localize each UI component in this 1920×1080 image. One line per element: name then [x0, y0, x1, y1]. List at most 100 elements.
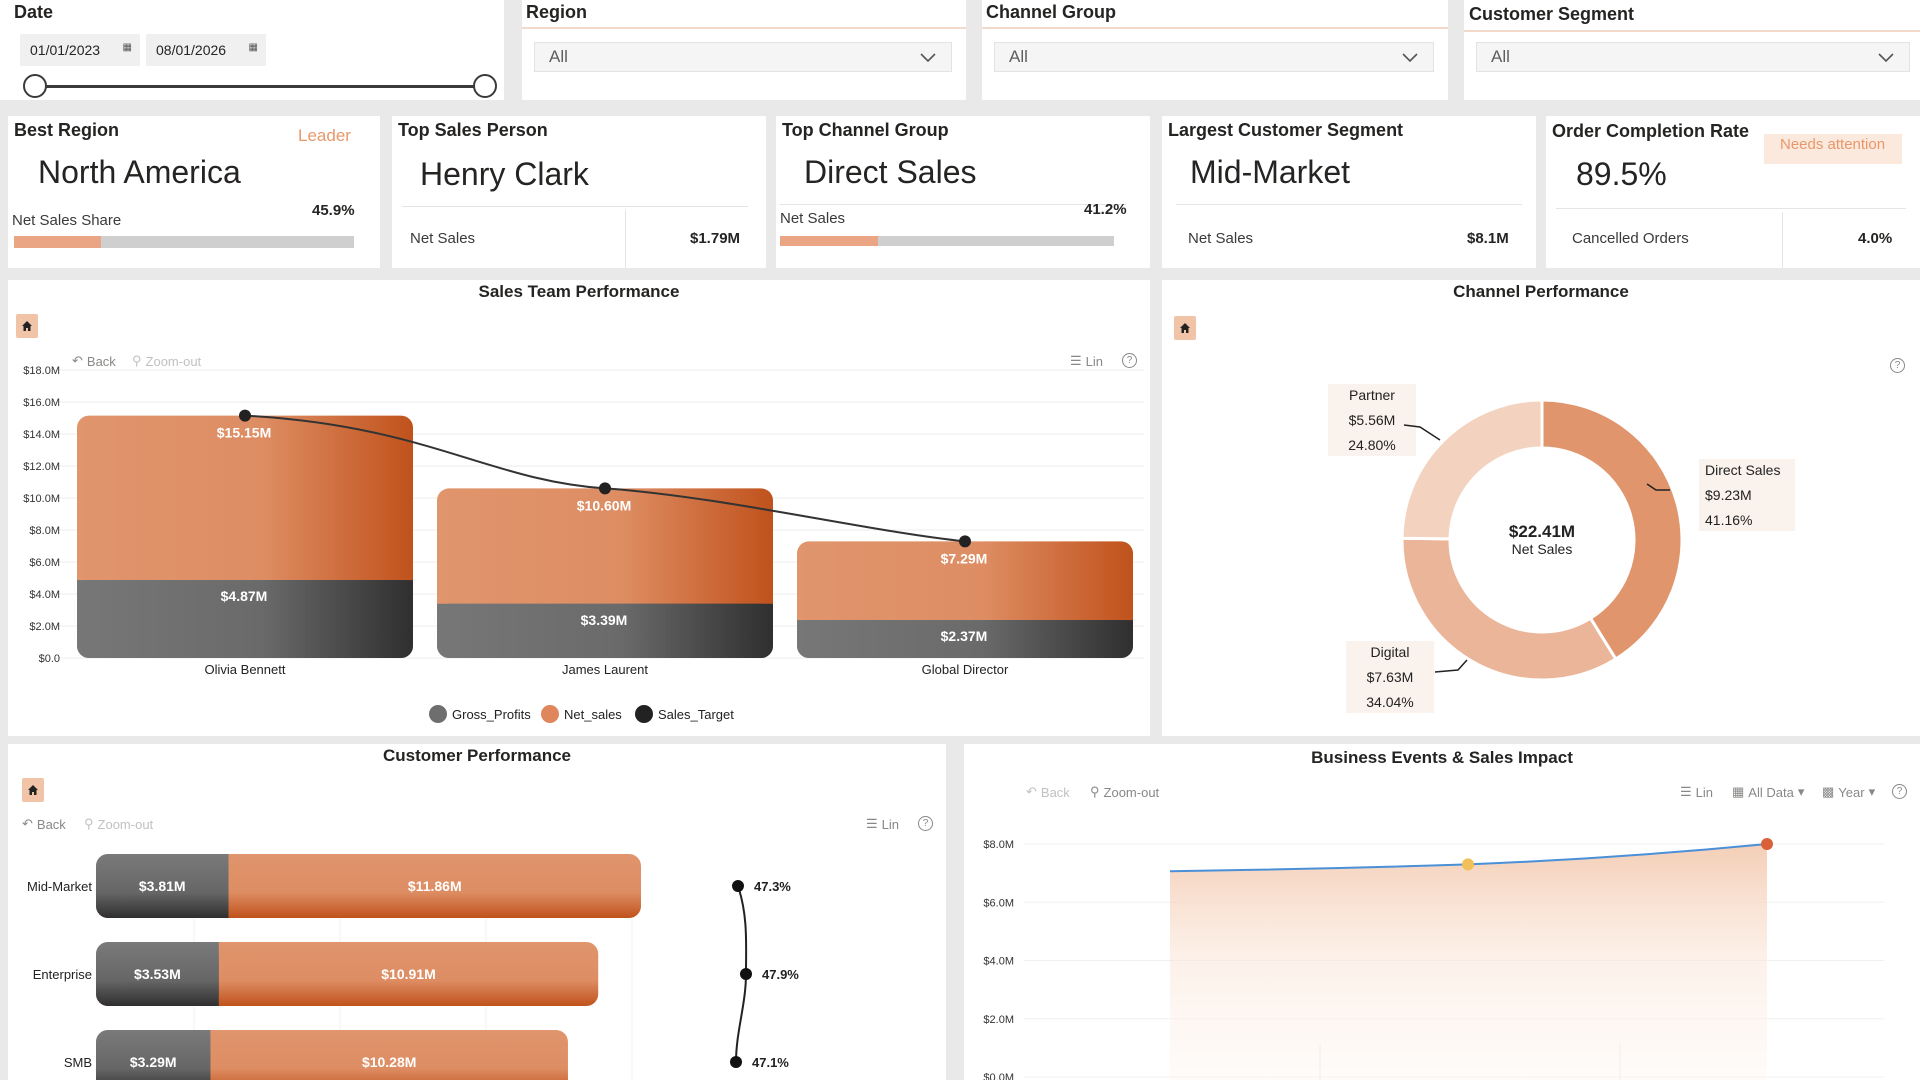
home-button[interactable] — [16, 314, 38, 338]
x-category-label: James Laurent — [562, 662, 648, 677]
y-tick-label: $2.0M — [983, 1014, 1014, 1026]
slice-label-bg — [1328, 384, 1416, 456]
divider — [982, 27, 1448, 29]
x-category-label: Global Director — [922, 662, 1009, 677]
sales-target-point — [239, 409, 251, 422]
slice-pct-label: 24.80% — [1348, 437, 1395, 453]
gross-profit-bar-edge — [196, 1030, 211, 1080]
kpi-metric-label: Net Sales — [410, 230, 476, 247]
region-select-value: All — [549, 47, 568, 66]
help-button[interactable]: ? — [1122, 353, 1137, 368]
help-button[interactable]: ? — [918, 816, 933, 831]
gross-profit-label: $3.53M — [134, 966, 181, 982]
net-sales-bar — [96, 1030, 568, 1080]
kpi-metric-label: Cancelled Orders — [1572, 230, 1689, 247]
scale-toggle[interactable]: ☰ Lin — [1680, 784, 1713, 800]
zoom-out-button[interactable]: ⚲ Zoom-out — [132, 353, 201, 369]
chart-title: Customer Performance — [382, 746, 571, 765]
slice-pct-label: 41.16% — [1705, 512, 1752, 528]
share-progress-bar — [780, 236, 1114, 246]
chevron-down-icon: ▾ — [1868, 784, 1876, 799]
share-progress-bar — [14, 236, 354, 248]
date-start-input[interactable]: 01/01/2023 ▦ — [20, 34, 140, 66]
date-slider-start-handle[interactable] — [23, 74, 47, 98]
share-progress-fill — [14, 236, 101, 248]
all-data-dropdown[interactable]: ▦ All Data ▾ — [1732, 784, 1804, 800]
back-label: Back — [1040, 784, 1070, 800]
back-button[interactable]: ↶ Back — [22, 816, 66, 832]
net-sales-bar — [96, 854, 641, 918]
calendar-icon[interactable]: ▦ — [248, 42, 258, 53]
kpi-largest-segment-card: Largest Customer Segment Mid-Market Net … — [1162, 116, 1536, 268]
scale-toggle[interactable]: ☰ Lin — [1070, 353, 1103, 369]
home-button[interactable] — [1174, 316, 1196, 340]
kpi-metric-label: Net Sales — [780, 210, 846, 227]
business-events-chart: $0.0M $2.0M $4.0M $6.0M $8.0M — [983, 838, 1884, 1080]
gross-profit-bar — [96, 942, 219, 1006]
help-button[interactable]: ? — [1890, 358, 1905, 373]
y-tick-label: $8.0M — [983, 839, 1014, 851]
chevron-down-icon[interactable] — [919, 48, 937, 66]
margin-label: 47.9% — [762, 967, 799, 982]
divider — [402, 206, 748, 207]
customer-performance-panel: Customer Performance ↶ Back ⚲ Zoom-out ☰ Li… — [8, 744, 946, 1080]
chevron-down-icon[interactable] — [1401, 48, 1419, 66]
net-sales-label: $10.60M — [577, 497, 631, 513]
customer-chart: $3.81M $11.86M Mid-Market $3.53M $10.91M Ente… — [27, 854, 799, 1080]
lines-icon: ☰ — [1680, 784, 1692, 799]
back-label: Back — [36, 816, 66, 832]
chevron-down-icon[interactable] — [1877, 48, 1895, 66]
gross-profit-label: $3.81M — [139, 878, 186, 894]
net-sales-label: $11.86M — [408, 878, 462, 894]
date-slider-end-handle[interactable] — [473, 74, 497, 98]
back-button[interactable]: ↶ Back — [72, 353, 116, 369]
year-label: Year — [1838, 784, 1865, 800]
chart-title: Business Events & Sales Impact — [1311, 748, 1573, 767]
gross-profit-bar — [77, 580, 413, 658]
date-filter-panel: Date 01/01/2023 ▦ 08/01/2026 ▦ — [0, 0, 504, 100]
sales-area — [1170, 844, 1767, 1080]
region-select[interactable]: All — [534, 42, 952, 72]
channel-group-filter-panel: Channel Group All — [982, 0, 1448, 100]
divider — [625, 210, 626, 268]
scale-toggle[interactable]: ☰ Lin — [866, 816, 899, 832]
date-end-input[interactable]: 08/01/2026 ▦ — [146, 34, 266, 66]
lines-icon: ☰ — [1070, 353, 1082, 368]
kpi-metric-value: $8.1M — [1467, 230, 1509, 247]
zoom-out-button[interactable]: ⚲ Zoom-out — [1090, 784, 1159, 800]
kpi-metric-label: Net Sales — [1188, 230, 1254, 247]
kpi-metric-value: 4.0% — [1858, 230, 1893, 247]
donut-slice — [1400, 398, 1544, 541]
chart-title: Channel Performance — [1453, 282, 1629, 301]
kpi-metric-value: 45.9% — [312, 202, 355, 219]
y-tick-label: $2.0M — [29, 621, 60, 633]
gross-profit-label: $4.87M — [221, 588, 268, 604]
calendar-icon[interactable]: ▦ — [122, 42, 132, 53]
customer-segment-select[interactable]: All — [1476, 42, 1910, 72]
channel-group-select[interactable]: All — [994, 42, 1434, 72]
slice-leader-line — [1646, 483, 1670, 491]
home-button[interactable] — [22, 778, 44, 802]
kpi-title: Top Sales Person — [398, 120, 548, 140]
share-progress-fill — [780, 236, 879, 246]
bar-icon: ▩ — [1822, 784, 1835, 799]
help-icon: ? — [1892, 784, 1907, 799]
kpi-top-sales-person-card: Top Sales Person Henry Clark Net Sales $… — [392, 116, 766, 268]
year-dropdown[interactable]: ▩ Year ▾ — [1822, 784, 1875, 800]
back-button[interactable]: ↶ Back — [1026, 784, 1070, 800]
kpi-value: North America — [38, 154, 241, 190]
gross-profit-label: $3.39M — [581, 612, 628, 628]
legend-marker — [635, 705, 653, 723]
y-tick-label: $4.0M — [29, 589, 60, 601]
gross-profit-label: $2.37M — [941, 628, 988, 644]
net-sales-label: $15.15M — [217, 425, 271, 441]
date-slider-track[interactable] — [34, 85, 484, 88]
sales-target-point — [959, 535, 971, 548]
help-button[interactable]: ? — [1892, 784, 1907, 799]
zoom-out-button[interactable]: ⚲ Zoom-out — [84, 816, 153, 832]
slice-leader-line — [1434, 659, 1468, 673]
divider — [1176, 204, 1522, 205]
scale-label: Lin — [1085, 353, 1104, 369]
y-category-label: Mid-Market — [27, 879, 92, 894]
